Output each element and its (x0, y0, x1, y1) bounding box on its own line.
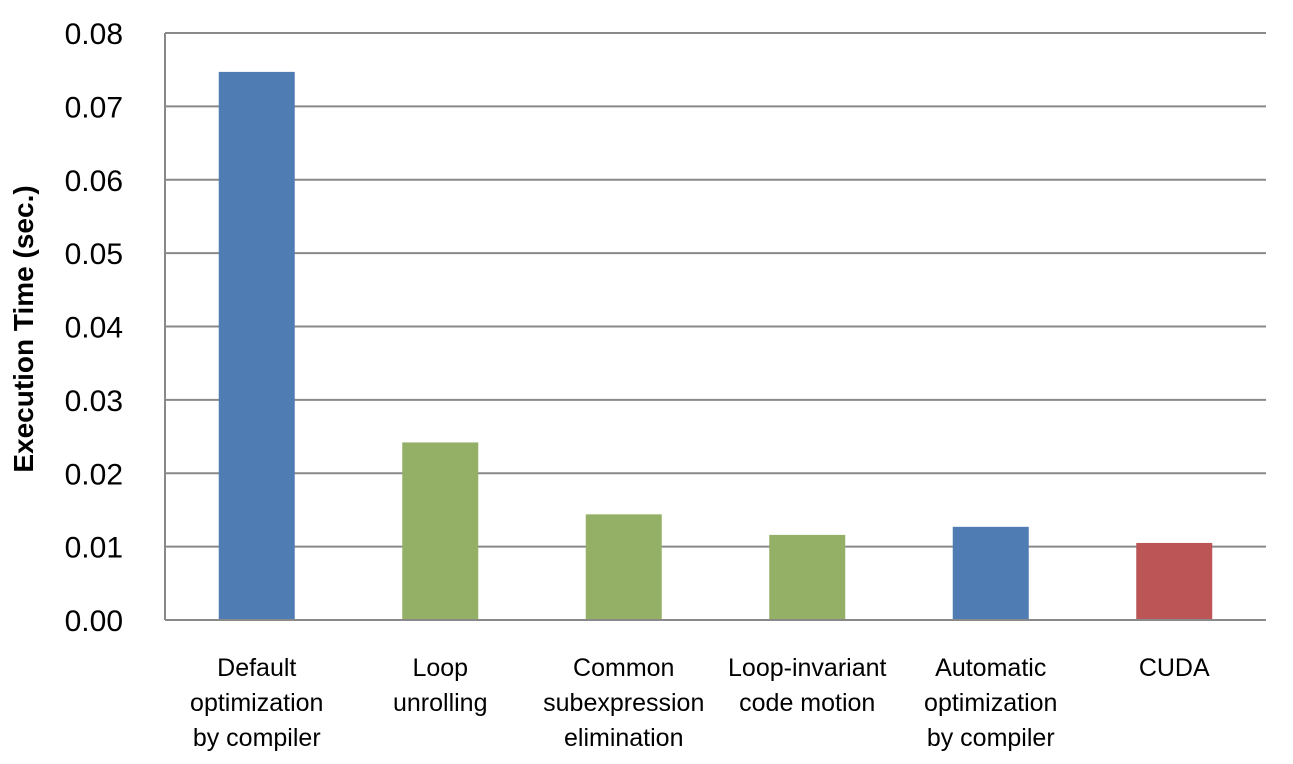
x-category-label-line: by compiler (193, 724, 321, 752)
x-category-label-line: elimination (564, 724, 684, 752)
x-category-label: Default optimization by compiler (190, 654, 323, 752)
x-category-label-line: Common (573, 654, 674, 682)
bar (952, 526, 1029, 620)
x-category-label-line: CUDA (1139, 654, 1210, 682)
y-tick-label: 0.00 (65, 605, 123, 638)
bars (218, 71, 1213, 621)
y-tick-label: 0.08 (65, 18, 123, 51)
y-tick-label: 0.02 (65, 458, 123, 491)
x-category-labels: Default optimization by compiler Loop unroll… (190, 654, 1210, 752)
x-category-label-line: unrolling (393, 689, 488, 717)
y-tick-labels: 0.00 0.01 0.02 0.03 0.04 0.05 0.06 0.07 0.08 (65, 18, 123, 638)
x-category-label: Loop unrolling (393, 654, 488, 717)
y-tick-label: 0.01 (65, 532, 123, 565)
x-category-label-line: optimization (924, 689, 1057, 717)
y-tick-label: 0.05 (65, 238, 123, 271)
y-tick-label: 0.04 (65, 312, 123, 345)
bar (585, 514, 662, 620)
x-category-label-line: by compiler (927, 724, 1055, 752)
gridlines (165, 32, 1266, 548)
bar (402, 442, 479, 620)
x-category-label-line: Automatic (935, 654, 1046, 682)
x-category-label: Common subexpression elimination (543, 654, 704, 752)
x-category-label-line: Loop (412, 654, 468, 682)
y-tick-label: 0.06 (65, 165, 123, 198)
bar (218, 71, 295, 621)
x-category-label-line: Loop-invariant (728, 654, 886, 682)
axes (164, 33, 1266, 621)
x-category-label-line: optimization (190, 689, 323, 717)
bar (769, 534, 846, 620)
x-category-label-line: code motion (739, 689, 875, 717)
x-category-label-line: subexpression (543, 689, 704, 717)
bar (1136, 542, 1213, 620)
x-category-label: CUDA (1139, 654, 1210, 682)
y-axis-title: Execution Time (sec.) (8, 185, 39, 472)
y-tick-label: 0.07 (65, 91, 123, 124)
y-tick-label: 0.03 (65, 385, 123, 418)
x-category-label-line: Default (217, 654, 296, 682)
x-category-label: Loop-invariant code motion (728, 654, 886, 717)
x-category-label: Automatic optimization by compiler (924, 654, 1057, 752)
